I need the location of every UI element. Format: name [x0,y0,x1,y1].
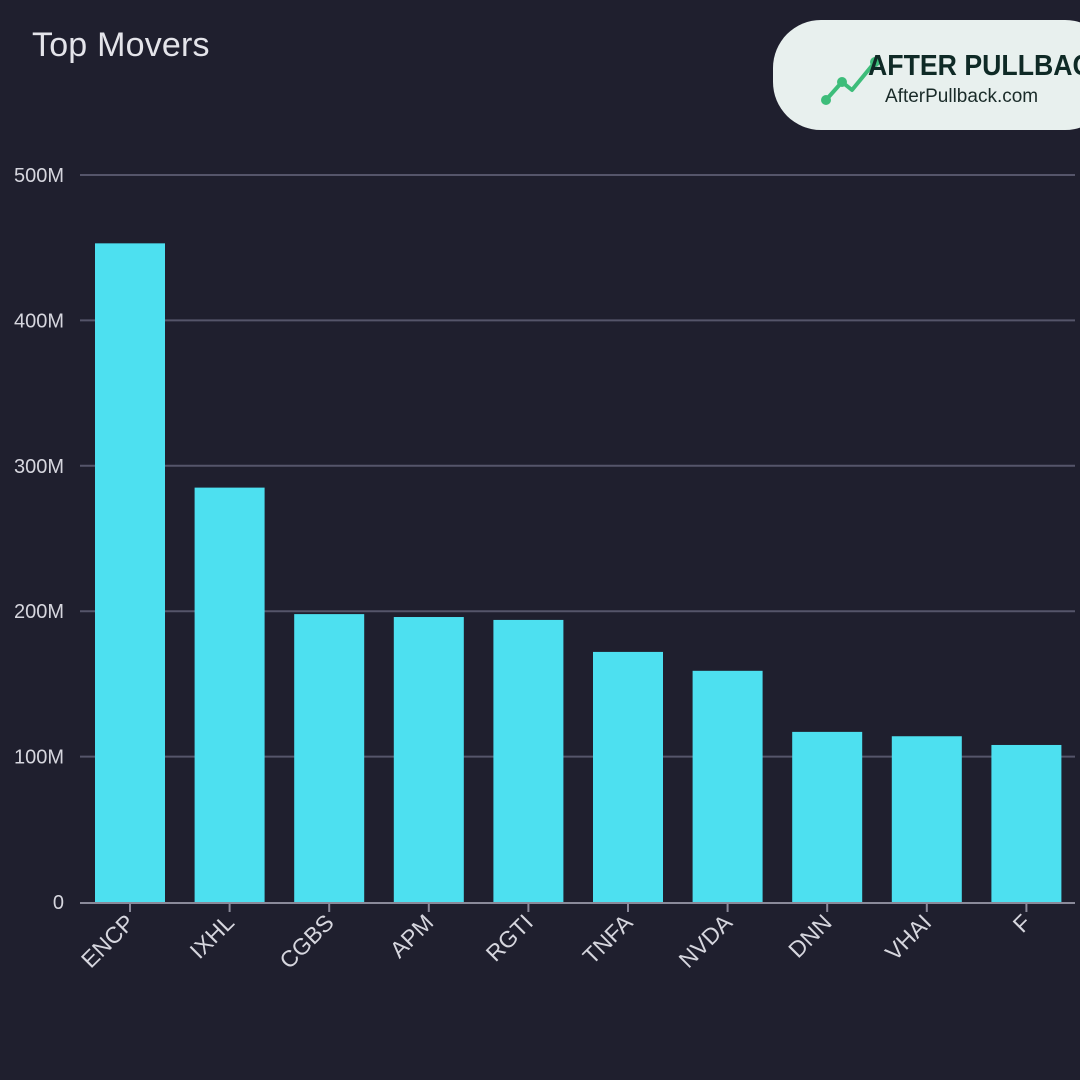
x-tick-label: NVDA [674,909,738,973]
x-tick-label: ENCP [76,909,140,973]
bar-f [991,744,1062,902]
bar-rgti [493,619,564,902]
bar-apm [393,617,464,902]
y-tick-label: 100M [14,747,64,769]
bar-ixhl [194,487,265,902]
y-tick-label: 300M [14,456,64,478]
bar-tnfa [593,651,663,902]
bars [95,243,1062,902]
x-axis-tick-labels: ENCP IXHL CGBS APM RGTI TNFA NVDA DNN VHAI F [76,909,1036,974]
x-tick-label: RGTI [481,909,538,966]
bar-encp [95,243,165,902]
x-axis [80,902,1075,912]
brand-url: AfterPullback.com [885,86,1039,107]
y-tick-label: 400M [14,310,64,332]
x-tick-label: CGBS [274,909,338,973]
x-tick-label: APM [385,909,439,963]
x-tick-label: IXHL [185,909,240,964]
bar-cgbs [294,614,365,902]
bar-vhai [891,736,962,902]
bar-nvda [692,670,763,902]
brand-badge: AFTER PULLBACK AfterPullback.com [773,20,1080,130]
bar-dnn [792,731,863,902]
y-tick-label: 200M [14,601,64,623]
x-tick-label: F [1008,909,1036,937]
y-tick-label: 0 [53,892,64,914]
x-tick-label: VHAI [880,909,936,965]
trend-line-icon [821,57,880,105]
brand-name: AFTER PULLBACK [868,50,1080,82]
x-tick-label: DNN [783,909,837,963]
chart-title: Top Movers [32,26,210,64]
y-tick-label: 500M [14,165,64,187]
x-tick-label: TNFA [578,909,638,969]
y-axis-tick-labels: 0 100M 200M 300M 400M 500M [14,165,64,914]
